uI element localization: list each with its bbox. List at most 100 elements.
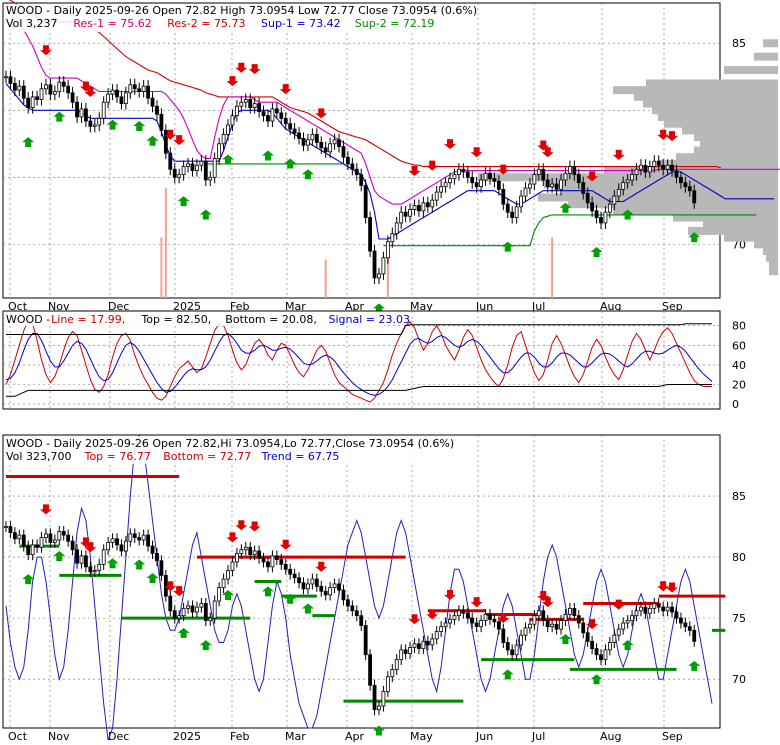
price-candle xyxy=(368,217,373,252)
trend-price-candle xyxy=(665,606,670,612)
price-candle xyxy=(203,160,208,181)
price-candle xyxy=(496,180,501,190)
price-candle xyxy=(501,188,506,205)
price-candle xyxy=(208,176,213,181)
price-candle xyxy=(568,166,572,174)
trend-price-candle xyxy=(345,599,350,607)
y-tick-label: 80 xyxy=(732,551,746,564)
trend-price-candle xyxy=(643,606,648,614)
trend-price-candle xyxy=(474,622,479,628)
trend-price-candle xyxy=(403,649,408,654)
trend-price-candle xyxy=(430,638,435,646)
price-candle xyxy=(545,179,550,188)
price-candle xyxy=(92,124,97,127)
trend-panel: 70 75 80 85 Oct Nov Dec 2025 Feb Mar Apr May Jun Jul A… xyxy=(2,433,746,743)
trend-price-candle xyxy=(350,605,355,612)
price-candle xyxy=(88,120,93,127)
trend-price-candle xyxy=(399,649,404,661)
price-candle xyxy=(599,217,603,224)
price-candle xyxy=(119,96,124,104)
price-candle xyxy=(163,129,168,154)
price-candle xyxy=(199,160,204,166)
trend-price-candle xyxy=(679,617,683,624)
sell-arrow-icon xyxy=(226,532,239,543)
trend-price-candle xyxy=(234,553,239,563)
sell-arrow-icon xyxy=(426,609,439,620)
x-tick-label: 2025 xyxy=(173,300,201,313)
price-candle xyxy=(337,139,341,147)
y-tick-label: 0 xyxy=(732,398,739,411)
sell-arrow-icon xyxy=(586,171,599,182)
trend-price-candle xyxy=(243,546,248,551)
trend-price-candle xyxy=(323,590,328,596)
trend-price-candle xyxy=(97,564,102,571)
price-candle xyxy=(270,108,275,122)
price-candle xyxy=(252,103,257,108)
price-candle xyxy=(79,108,84,118)
trend-price-candle xyxy=(492,618,497,623)
sell-arrow-icon xyxy=(164,581,177,592)
buy-arrow-icon xyxy=(199,209,212,220)
price-candle xyxy=(84,108,88,122)
trend-price-candle xyxy=(181,607,186,617)
trend-price-candle xyxy=(630,615,634,621)
trend-price-candle xyxy=(26,545,31,556)
trend-price-candle xyxy=(670,606,674,613)
trend-price-candle xyxy=(163,574,168,597)
x-tick-label: Apr xyxy=(345,300,365,313)
trend-price-candle xyxy=(568,607,572,615)
trend-price-candle xyxy=(607,642,612,651)
y-tick-label: 20 xyxy=(732,379,746,392)
trend-price-candle xyxy=(692,629,697,642)
price-candle xyxy=(314,134,319,143)
panel-frame xyxy=(2,2,721,299)
volume-profile-bar xyxy=(652,106,778,115)
price-candle xyxy=(48,84,53,95)
buy-arrow-icon xyxy=(146,135,159,146)
price-candle xyxy=(350,163,355,170)
price-candle xyxy=(652,160,657,167)
price-candle xyxy=(274,108,279,114)
sell-arrow-icon xyxy=(666,131,679,142)
price-candle xyxy=(150,97,155,107)
trend-price-candle xyxy=(44,533,48,538)
price-candle xyxy=(630,174,634,181)
volume-profile-bar xyxy=(688,226,778,235)
volume-profile-bar xyxy=(769,260,778,269)
price-candle xyxy=(132,84,137,90)
sell-arrow-icon xyxy=(541,147,554,158)
volume-profile-bar xyxy=(763,247,778,256)
price-candle xyxy=(692,190,697,204)
y-tick-label: 75 xyxy=(732,612,746,625)
price-candle xyxy=(106,93,111,103)
trend-price-candle xyxy=(443,622,448,628)
trend-price-candle xyxy=(132,533,137,538)
trend-price-candle xyxy=(652,603,657,609)
price-candle xyxy=(670,164,674,172)
price-candle xyxy=(634,168,639,176)
price-candle xyxy=(656,160,661,166)
x-tick-label: Nov xyxy=(48,730,70,743)
trend-price-candle xyxy=(465,612,470,619)
trend-price-candle xyxy=(554,623,559,630)
x-tick-label: Feb xyxy=(230,300,249,313)
buy-arrow-icon xyxy=(501,241,514,252)
trend-price-candle xyxy=(12,532,17,540)
trend-price-candle xyxy=(199,603,204,608)
trend-price-candle xyxy=(328,587,333,596)
price-candle xyxy=(439,186,444,193)
trend-price-candle xyxy=(394,659,399,670)
price-candle xyxy=(510,211,515,218)
trend-price-candle xyxy=(17,534,22,540)
price-candle xyxy=(647,166,652,173)
price-candle xyxy=(430,199,435,208)
sell-arrow-icon xyxy=(315,561,328,572)
trend-price-candle xyxy=(252,550,257,556)
sell-arrow-icon xyxy=(657,129,670,140)
trend-price-candle xyxy=(292,573,297,579)
price-candle xyxy=(101,101,106,119)
trend-price-candle xyxy=(186,605,190,609)
price-candle xyxy=(66,85,71,94)
price-candle xyxy=(234,105,239,117)
trend-header: WOOD - Daily 2025-09-26 Open 72.82,Hi 73… xyxy=(6,437,454,450)
